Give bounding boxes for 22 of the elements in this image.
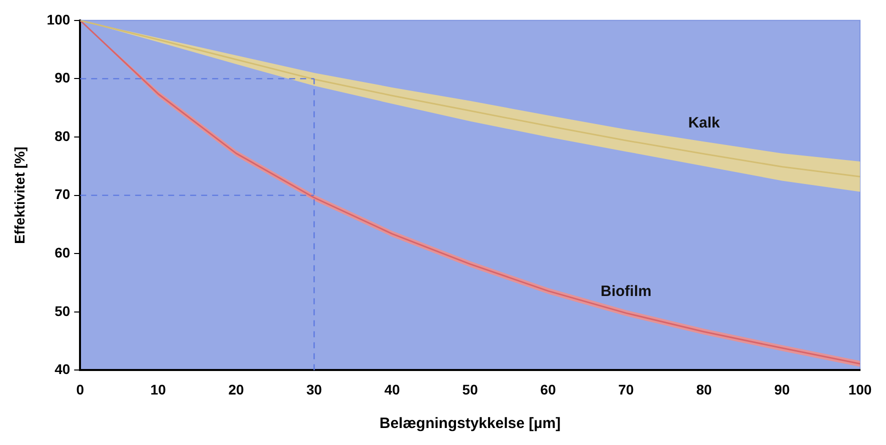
x-tick-label: 70 — [618, 381, 634, 398]
x-tick-label: 30 — [306, 381, 322, 398]
y-tick-label: 100 — [46, 11, 70, 28]
series-label: Biofilm — [600, 283, 652, 300]
x-tick-label: 40 — [384, 381, 400, 398]
x-tick-label: 20 — [228, 381, 244, 398]
y-tick-label: 60 — [54, 244, 70, 260]
x-tick-label: 50 — [462, 381, 478, 398]
x-tick-label: 80 — [696, 381, 712, 398]
x-tick-label: 10 — [150, 381, 166, 398]
y-tick-label: 70 — [54, 186, 70, 202]
y-axis-title: Effektivitet [%] — [11, 146, 28, 244]
x-tick-label: 60 — [540, 381, 556, 398]
y-tick-label: 40 — [54, 361, 70, 378]
x-tick-label: 100 — [848, 381, 872, 398]
x-tick-label: 90 — [774, 381, 790, 398]
series-label: Kalk — [688, 114, 721, 132]
y-tick-label: 90 — [54, 70, 70, 86]
y-tick-label: 50 — [54, 302, 70, 319]
y-tick-label: 80 — [54, 128, 70, 144]
x-axis-title: Belægningstykkelse [µm] — [379, 415, 561, 432]
x-tick-label: 0 — [76, 381, 84, 398]
